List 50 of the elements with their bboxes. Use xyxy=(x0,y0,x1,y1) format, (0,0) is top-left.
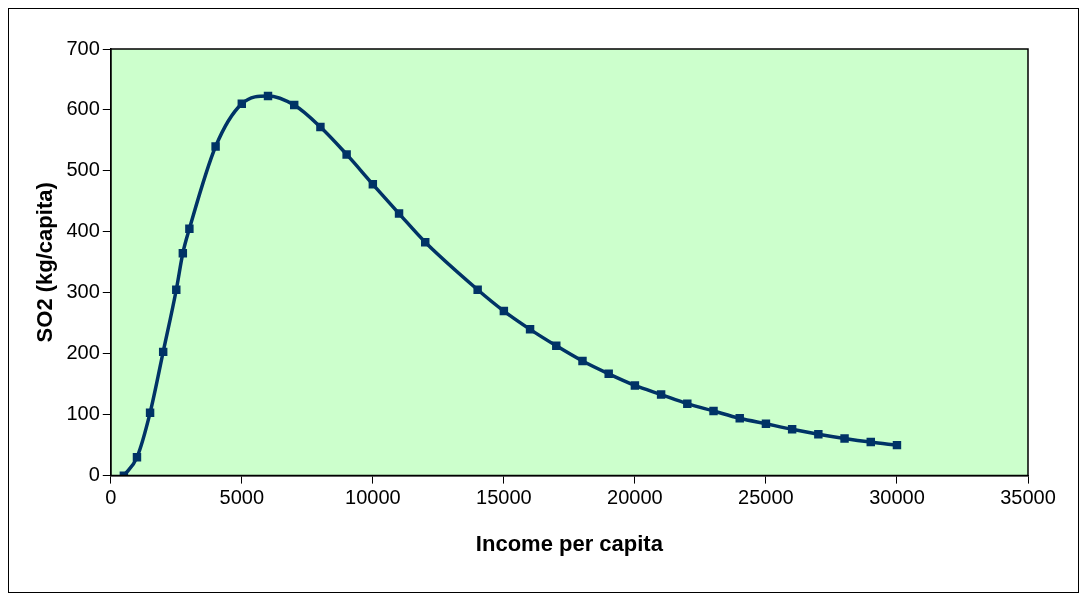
point xyxy=(709,406,718,416)
y-tick-label: 0 xyxy=(88,463,100,486)
point xyxy=(840,434,849,443)
point xyxy=(499,306,509,316)
y-tick-label: 500 xyxy=(66,158,100,181)
point xyxy=(683,399,692,408)
point xyxy=(263,91,273,101)
point xyxy=(132,453,142,462)
x-tick-label: 15000 xyxy=(476,486,532,509)
point xyxy=(656,390,666,399)
x-tick-label: 20000 xyxy=(607,486,663,509)
point xyxy=(814,429,823,439)
point xyxy=(316,122,325,132)
y-tick-label: 700 xyxy=(66,36,100,59)
point xyxy=(211,142,220,151)
point xyxy=(473,285,482,294)
point xyxy=(185,224,194,234)
point xyxy=(172,285,181,294)
x-tick-label: 35000 xyxy=(1000,486,1056,509)
point xyxy=(866,437,875,447)
y-tick-label: 300 xyxy=(66,280,100,303)
point xyxy=(237,99,247,109)
x-tick-label: 5000 xyxy=(219,486,265,509)
point xyxy=(787,425,797,434)
y-tick-label: 100 xyxy=(66,402,100,425)
point xyxy=(630,381,640,390)
point xyxy=(394,209,404,218)
x-tick-label: 25000 xyxy=(738,486,794,509)
y-tick-label: 600 xyxy=(66,97,100,120)
point xyxy=(892,440,902,450)
x-tick-label: 10000 xyxy=(345,486,401,509)
point xyxy=(342,150,351,159)
y-tick-label: 400 xyxy=(66,219,100,242)
point xyxy=(604,369,613,379)
x-tick-label: 0 xyxy=(105,486,117,509)
point xyxy=(421,237,430,247)
y-tick-label: 200 xyxy=(66,341,100,364)
point xyxy=(735,414,744,423)
point xyxy=(552,341,561,351)
x-axis-title: Income per capita xyxy=(475,530,664,556)
point xyxy=(368,180,378,189)
point xyxy=(145,408,155,418)
x-tick-label: 30000 xyxy=(869,486,925,509)
point xyxy=(525,325,535,334)
y-axis-title: SO2 (kg/capita) xyxy=(32,182,58,343)
point xyxy=(761,419,771,429)
point xyxy=(289,100,299,110)
point xyxy=(158,347,168,357)
point xyxy=(178,248,188,258)
point xyxy=(578,356,587,366)
